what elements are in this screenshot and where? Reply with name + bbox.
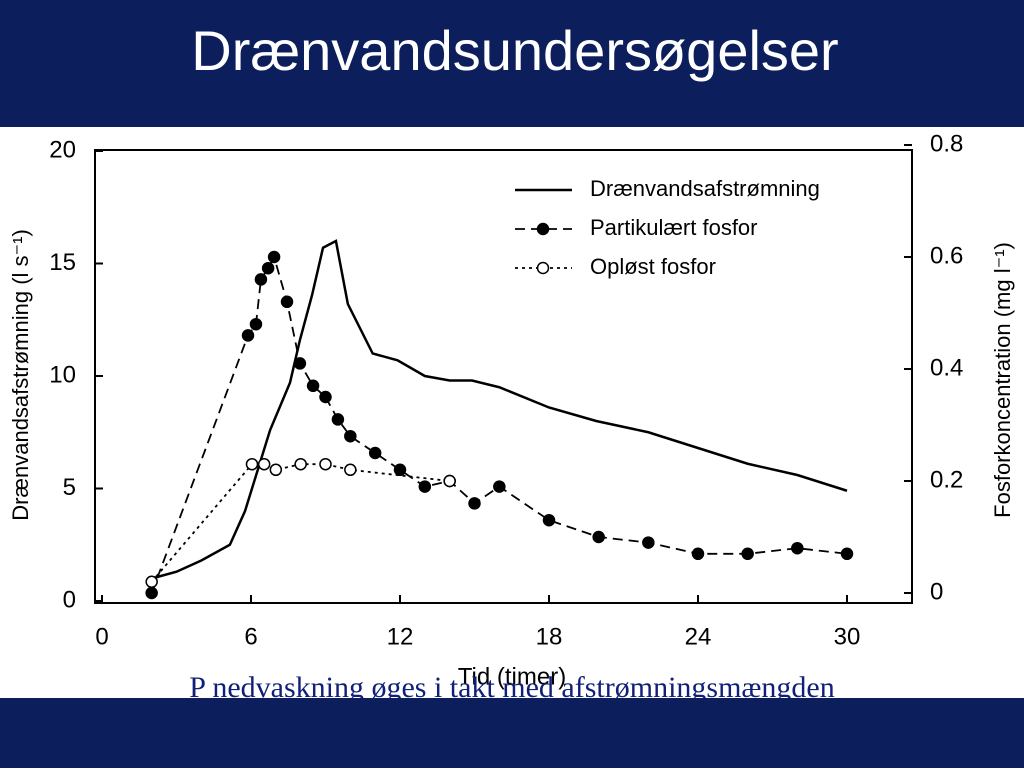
data-point (642, 536, 655, 549)
legend-marker (536, 261, 550, 275)
x-tick-label: 30 (834, 623, 861, 650)
data-point (741, 547, 754, 561)
slide-title: Drænvandsundersøgelser (191, 19, 838, 82)
y2-tick-label: 0.8 (930, 130, 963, 157)
x-tick-label: 24 (685, 623, 712, 650)
data-point (245, 457, 259, 471)
data-point (331, 413, 345, 426)
y-axis-label: Drænvandsafstrømning (l s⁻¹) (8, 229, 33, 521)
data-point (418, 480, 432, 493)
content-area (0, 127, 1024, 698)
y-tick-label: 20 (49, 136, 76, 163)
data-point (368, 446, 382, 460)
data-point (542, 513, 556, 527)
x-tick-label: 18 (536, 623, 563, 650)
data-point (592, 530, 605, 544)
chart: 0 6 12 18 24 30 0 5 10 15 20 0 0.2 0.4 0.6 0.8 Drænvands… (49, 130, 963, 650)
y-tick-label: 15 (49, 249, 76, 276)
y2-axis-label: Fosforkoncentration (mg l⁻¹) (990, 242, 1015, 518)
y2-tick-label: 0.6 (930, 242, 963, 269)
data-point (269, 463, 283, 477)
series-line (151, 239, 848, 580)
data-point (306, 379, 320, 393)
data-point (294, 457, 307, 471)
data-point (493, 480, 506, 493)
data-point (280, 295, 294, 309)
data-point (840, 547, 854, 561)
data-point (254, 273, 268, 286)
y-tick-label: 10 (49, 361, 76, 388)
y2-tick-label: 0.2 (930, 466, 963, 493)
footer-bar (0, 698, 1024, 768)
header-bar (0, 0, 1024, 127)
x-tick-label: 6 (244, 623, 257, 650)
data-point (145, 586, 158, 600)
data-point (344, 429, 357, 443)
data-point (468, 497, 481, 510)
data-point (257, 457, 271, 471)
y-tick-label: 0 (63, 586, 76, 613)
data-point (267, 250, 281, 264)
data-point (145, 575, 158, 589)
data-point (443, 474, 456, 488)
x-tick-label: 0 (95, 623, 108, 650)
legend-label: Opløst fosfor (590, 254, 716, 279)
data-point (319, 457, 332, 471)
x-axis-label: Tid (timer) (458, 663, 566, 690)
x-tick-label: 12 (387, 623, 414, 650)
data-point (791, 541, 804, 555)
data-point (393, 463, 407, 477)
data-point (261, 261, 275, 275)
data-point (344, 463, 357, 477)
data-point (293, 357, 307, 370)
data-point (249, 317, 263, 331)
data-point (691, 547, 705, 561)
legend-label: Drænvandsafstrømning (590, 176, 820, 201)
legend-label: Partikulært fosfor (590, 215, 758, 240)
data-point (319, 390, 332, 404)
data-point (241, 329, 255, 342)
legend-marker (536, 222, 550, 236)
y-tick-label: 5 (63, 474, 76, 501)
y2-tick-label: 0.4 (930, 354, 963, 381)
y2-tick-label: 0 (930, 578, 943, 605)
